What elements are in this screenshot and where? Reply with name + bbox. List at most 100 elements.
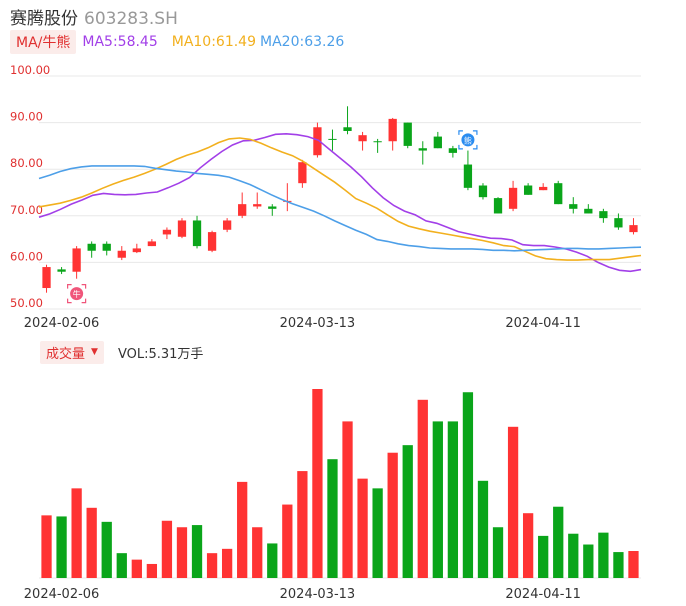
candle [614, 213, 623, 230]
candle [253, 192, 262, 209]
volume-bar [462, 392, 474, 578]
x-date-label: 2024-03-13 [280, 316, 356, 331]
candle-body [222, 220, 232, 230]
candle-body [147, 241, 157, 247]
marker-frame [67, 284, 87, 304]
volume-bar [131, 559, 142, 578]
candle-body [523, 185, 533, 195]
volume-bar [101, 521, 112, 578]
candle [207, 230, 217, 253]
candle [328, 129, 337, 151]
volume-bar [206, 553, 218, 578]
volume-tag-label: 成交量 [46, 346, 86, 362]
candle [508, 180, 518, 212]
volume-bar [297, 471, 308, 578]
candle [448, 145, 458, 158]
y-tick-label: 90.00 [10, 110, 43, 124]
volume-bar [41, 515, 52, 578]
candle-body [132, 248, 141, 253]
candle [192, 215, 202, 249]
candle [478, 183, 488, 200]
candle-body [298, 162, 307, 184]
candle-body [629, 225, 638, 233]
candle-body [268, 206, 277, 209]
volume-legend: 成交量 ▼ VOL:5.31万手 [40, 340, 204, 364]
stock-code: 603283.SH [84, 9, 178, 29]
ma20-line [38, 165, 642, 252]
candle-body [508, 187, 518, 209]
ma5-value: MA5:58.45 [82, 34, 158, 50]
volume-bar [56, 516, 67, 578]
candle-body [207, 232, 217, 251]
volume-bar [282, 504, 293, 578]
candle-body [358, 135, 367, 142]
volume-bar [267, 543, 278, 578]
candle-body [162, 229, 172, 235]
volume-bar [176, 527, 188, 578]
bull-signal-marker: 牛 [67, 284, 87, 304]
volume-bar [327, 459, 338, 578]
candle-body [328, 138, 337, 140]
volume-bar [71, 488, 82, 578]
ma-legend: MA/牛熊 MA5:58.45 MA10:61.49 MA20:63.26 [10, 30, 344, 54]
candle [132, 243, 141, 254]
candle-body [373, 141, 382, 143]
marker-dot [70, 287, 84, 301]
ma5-line [38, 132, 642, 273]
candle [569, 197, 578, 214]
volume-bar [538, 535, 549, 578]
bear-signal-marker: 熊 [458, 130, 478, 150]
y-tick-label: 80.00 [10, 156, 43, 170]
candle-body [192, 220, 202, 247]
candle-body [448, 148, 458, 153]
candle [298, 159, 307, 188]
candle [162, 227, 172, 240]
candle [222, 218, 232, 233]
candle [72, 246, 81, 279]
candle [629, 218, 638, 235]
candle-body [57, 269, 66, 272]
candle [238, 192, 247, 219]
volume-bar [357, 478, 368, 578]
candle-body [238, 204, 247, 216]
volume-bar [191, 525, 203, 578]
candle [599, 208, 608, 223]
marker-frame [458, 130, 478, 150]
volume-bar [598, 532, 609, 578]
candle [523, 183, 533, 195]
candle [117, 246, 126, 261]
candle-body [313, 127, 322, 156]
candle-body [102, 243, 111, 251]
stock-name: 赛腾股份 [10, 9, 78, 29]
candle-body [569, 204, 578, 209]
ma10-value: MA10:61.49 [171, 34, 257, 50]
ma-indicator-tag[interactable]: MA/牛熊 [10, 30, 77, 54]
y-tick-label: 70.00 [10, 203, 43, 217]
candle-body [42, 267, 51, 289]
volume-value: VOL:5.31万手 [117, 346, 204, 362]
candle-body [418, 148, 427, 151]
volume-bar [342, 421, 353, 578]
volume-indicator-dropdown[interactable]: 成交量 ▼ [40, 340, 104, 364]
y-tick-label: 60.00 [10, 249, 43, 263]
volume-bar [387, 452, 398, 578]
volume-bar [568, 533, 579, 578]
stock-header: 赛腾股份 603283.SH [10, 4, 178, 29]
volume-bar [613, 552, 624, 578]
volume-bar [522, 513, 534, 578]
candle [268, 204, 277, 216]
candle [343, 106, 352, 135]
volume-bar [372, 488, 383, 578]
volume-bar [252, 527, 263, 578]
x-date-label: 2024-04-11 [505, 587, 581, 602]
candle [373, 138, 382, 153]
candle [418, 141, 427, 165]
candle [584, 204, 593, 214]
volume-bar [237, 481, 248, 578]
candle [102, 241, 111, 256]
candle-body [72, 248, 81, 272]
volume-bar [553, 506, 564, 578]
marker-label: 熊 [464, 135, 472, 145]
candle-body [87, 243, 96, 251]
